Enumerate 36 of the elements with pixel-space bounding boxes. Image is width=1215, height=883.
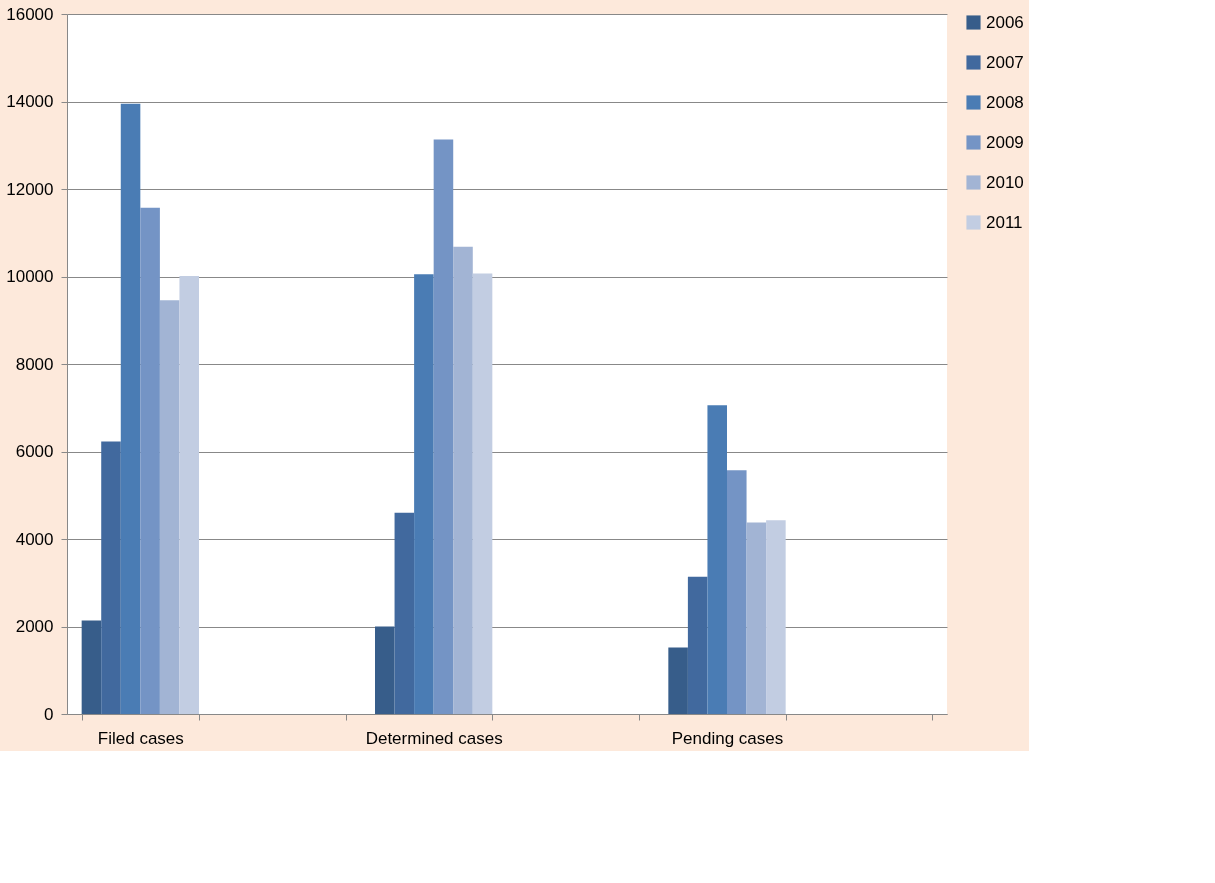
bar bbox=[707, 405, 727, 714]
bar bbox=[394, 512, 415, 714]
y-tick-label: 0 bbox=[44, 704, 54, 724]
bar bbox=[159, 300, 180, 714]
bar bbox=[140, 207, 160, 714]
bar bbox=[120, 103, 141, 714]
bar bbox=[453, 246, 473, 714]
bar bbox=[375, 626, 395, 714]
y-tick-label: 2000 bbox=[15, 617, 54, 636]
y-tick-label: 10000 bbox=[6, 267, 54, 286]
bar bbox=[746, 522, 767, 714]
y-tick-label: 4000 bbox=[15, 529, 54, 549]
bar bbox=[668, 647, 688, 714]
y-tick-label: 6000 bbox=[15, 442, 54, 461]
legend-label: 2009 bbox=[986, 132, 1024, 152]
bar bbox=[766, 520, 786, 714]
legend-label: 2006 bbox=[986, 12, 1024, 32]
bar bbox=[727, 470, 747, 714]
legend-label: 2011 bbox=[986, 212, 1023, 232]
bar bbox=[687, 576, 708, 714]
bar bbox=[179, 276, 199, 714]
legend-label: 2010 bbox=[986, 172, 1024, 192]
bar bbox=[433, 139, 454, 714]
bar bbox=[101, 441, 121, 714]
bar bbox=[81, 620, 102, 714]
legend-label: 2008 bbox=[986, 92, 1024, 112]
bar bbox=[472, 273, 493, 714]
y-tick-label: 16000 bbox=[6, 4, 54, 24]
y-tick-label: 12000 bbox=[6, 179, 54, 199]
y-tick-label: 14000 bbox=[6, 92, 54, 111]
y-tick-label: 8000 bbox=[15, 354, 54, 374]
bar bbox=[414, 274, 434, 714]
legend-label: 2007 bbox=[986, 52, 1024, 72]
x-tick-label: Pending cases bbox=[671, 728, 784, 748]
x-tick-label: Determined cases bbox=[365, 728, 503, 748]
x-tick-label: Filed cases bbox=[97, 728, 184, 748]
